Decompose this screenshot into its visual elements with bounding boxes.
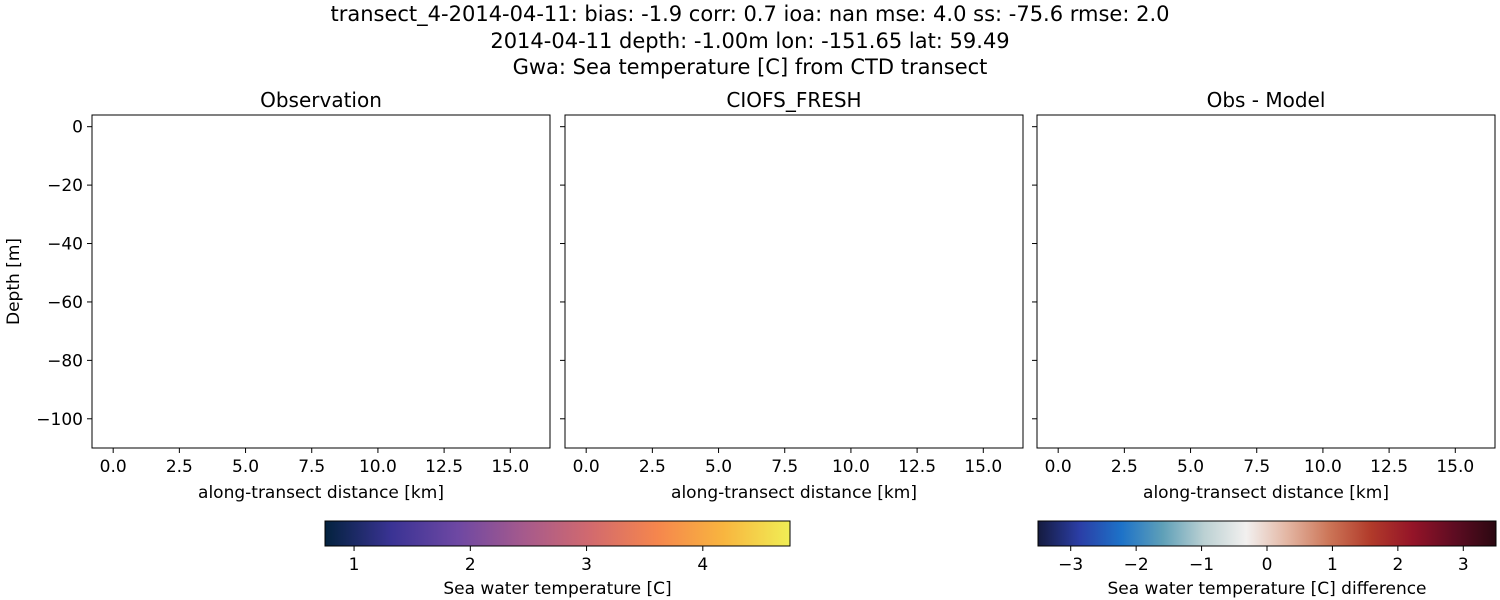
axes-frame	[91, 114, 551, 449]
colorbar-tick-label: 1	[1327, 555, 1338, 575]
y-axis-label: Depth [m]	[4, 238, 24, 325]
colorbar-tick-label: 0	[1262, 555, 1273, 575]
x-tick-label: 15.0	[491, 457, 529, 477]
x-tick-label: 0.0	[573, 457, 600, 477]
colorbar-tick-label: −2	[1124, 555, 1149, 575]
axes-frame	[564, 114, 1024, 449]
x-tick-label: 15.0	[964, 457, 1002, 477]
y-tick-label: −80	[47, 351, 83, 371]
x-tick-label: 5.0	[232, 457, 259, 477]
panel-title: Observation	[260, 88, 382, 112]
figure-title-line-2: 2014-04-11 depth: -1.00m lon: -151.65 la…	[490, 29, 1010, 53]
colorbar-label: Sea water temperature [C]	[443, 579, 671, 599]
colorbar-tick-label: 4	[697, 555, 708, 575]
x-tick-label: 0.0	[100, 457, 127, 477]
x-tick-label: 12.5	[425, 457, 463, 477]
colorbar-tick-label: 3	[1458, 555, 1469, 575]
x-tick-label: 5.0	[1177, 457, 1204, 477]
x-tick-label: 2.5	[1111, 457, 1138, 477]
x-tick-label: 12.5	[898, 457, 936, 477]
colorbar-temp	[324, 520, 791, 547]
colorbar-tick-label: −1	[1189, 555, 1214, 575]
colorbar-tick-label: 3	[581, 555, 592, 575]
x-tick-label: 0.0	[1045, 457, 1072, 477]
x-tick-label: 10.0	[1304, 457, 1342, 477]
y-tick-label: −100	[36, 410, 83, 430]
x-tick-label: 2.5	[166, 457, 193, 477]
colorbar-tick-label: 1	[349, 555, 360, 575]
panel-title: Obs - Model	[1207, 88, 1326, 112]
plot-area-1	[581, 122, 1008, 438]
x-axis-label: along-transect distance [km]	[1143, 483, 1389, 503]
colorbar-tick-label: 2	[465, 555, 476, 575]
y-tick-label: −60	[47, 293, 83, 313]
figure-title-line-3: Gwa: Sea temperature [C] from CTD transe…	[512, 55, 988, 79]
x-tick-label: 7.5	[298, 457, 325, 477]
x-tick-label: 2.5	[639, 457, 666, 477]
y-tick-label: 0	[72, 118, 83, 138]
y-tick-label: −20	[47, 176, 83, 196]
panel-title: CIOFS_FRESH	[726, 88, 861, 112]
x-tick-label: 10.0	[832, 457, 870, 477]
colorbar-tick-label: −3	[1058, 555, 1083, 575]
x-tick-label: 15.0	[1436, 457, 1474, 477]
x-tick-label: 5.0	[705, 457, 732, 477]
axes-frame	[1036, 114, 1496, 449]
colorbar-tick-label: 2	[1392, 555, 1403, 575]
colorbar-label: Sea water temperature [C] difference	[1107, 579, 1426, 599]
colorbar-diff	[1037, 520, 1497, 547]
x-axis-label: along-transect distance [km]	[198, 483, 444, 503]
x-tick-label: 7.5	[771, 457, 798, 477]
plot-area-0	[108, 122, 535, 438]
x-axis-label: along-transect distance [km]	[671, 483, 917, 503]
y-tick-label: −40	[47, 235, 83, 255]
x-tick-label: 7.5	[1243, 457, 1270, 477]
figure-title-line-1: transect_4-2014-04-11: bias: -1.9 corr: …	[330, 2, 1170, 26]
x-tick-label: 10.0	[359, 457, 397, 477]
plot-area-2	[1053, 115, 1480, 448]
x-tick-label: 12.5	[1370, 457, 1408, 477]
